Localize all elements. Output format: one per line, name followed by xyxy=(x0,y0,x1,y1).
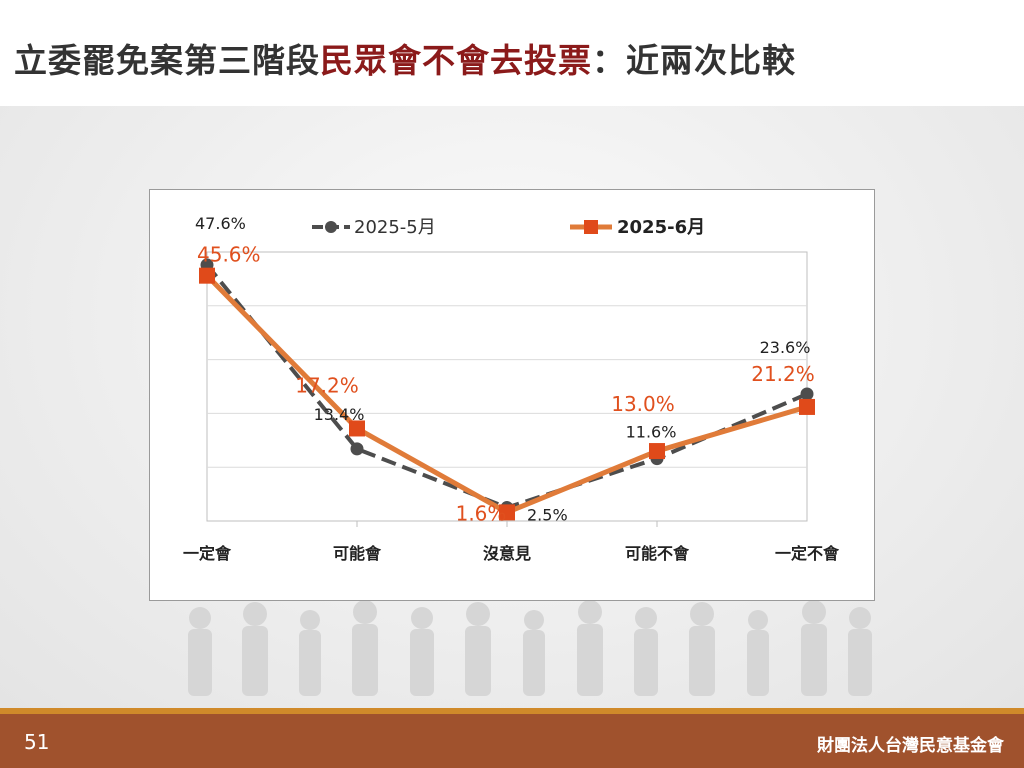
series-1-data-label: 11.6% xyxy=(626,423,677,442)
title-part-3: ：近兩次比較 xyxy=(592,41,796,80)
chart-legend: 2025-5月 2025-6月 xyxy=(312,217,705,238)
x-axis-ticks: 一定會 可能會 沒意見 可能不會 一定不會 xyxy=(183,544,840,563)
series-1-data-label: 23.6% xyxy=(760,338,811,357)
x-tick-label: 沒意見 xyxy=(483,544,531,563)
series-2-data-label: 45.6% xyxy=(197,243,261,267)
series-2-data-label: 13.0% xyxy=(611,392,675,416)
series-2-point xyxy=(349,420,365,437)
legend-marker-series-2 xyxy=(584,220,598,234)
page-title: 立委罷免案第三階段民眾會不會去投票：近兩次比較 xyxy=(14,34,1014,82)
footer-bar: 51 財團法人台灣民意基金會 xyxy=(0,714,1024,768)
x-tick-label: 可能不會 xyxy=(625,544,690,563)
series-2-point xyxy=(799,398,815,415)
series-2-data-label: 21.2% xyxy=(751,362,815,386)
title-part-1: 立委罷免案第三階段 xyxy=(14,41,320,80)
line-chart: 2025-5月 2025-6月 一定會 可能會 沒意見 可能不會 一定不會 47.6% 13… xyxy=(183,214,840,563)
chart-markers xyxy=(199,258,815,521)
crowd-silhouette xyxy=(188,600,872,696)
series-2-point xyxy=(199,267,215,284)
chart-panel: 2025-5月 2025-6月 一定會 可能會 沒意見 可能不會 一定不會 47.6% 13… xyxy=(149,189,875,601)
series-1-point xyxy=(350,442,364,456)
footer-stripe xyxy=(0,708,1024,714)
chart-grid xyxy=(206,251,808,527)
x-tick-label: 一定不會 xyxy=(775,544,840,563)
series-2-data-label: 1.6% xyxy=(456,501,507,525)
series-1-data-label: 13.4% xyxy=(314,405,365,424)
x-tick-label: 一定會 xyxy=(183,544,232,563)
series-1-data-label: 47.6% xyxy=(195,214,246,233)
page-number: 51 xyxy=(24,730,50,754)
series-2-data-label: 17.2% xyxy=(295,373,359,397)
series-2-point xyxy=(499,504,515,521)
series-1-data-label: 2.5% xyxy=(527,506,568,525)
legend-marker-series-1 xyxy=(325,221,337,233)
series-2-point xyxy=(649,443,665,460)
legend-label-series-2: 2025-6月 xyxy=(617,217,705,238)
data-labels: 47.6% 13.4% 2.5% 11.6% 23.6% 45.6% 17.2% 1.6% 13… xyxy=(195,214,815,525)
title-highlight: 民眾會不會去投票 xyxy=(320,41,592,80)
organization-name: 財團法人台灣民意基金會 xyxy=(817,736,1004,756)
legend-label-series-1: 2025-5月 xyxy=(354,217,436,238)
x-tick-label: 可能會 xyxy=(333,544,382,563)
series-1-point xyxy=(800,387,814,401)
